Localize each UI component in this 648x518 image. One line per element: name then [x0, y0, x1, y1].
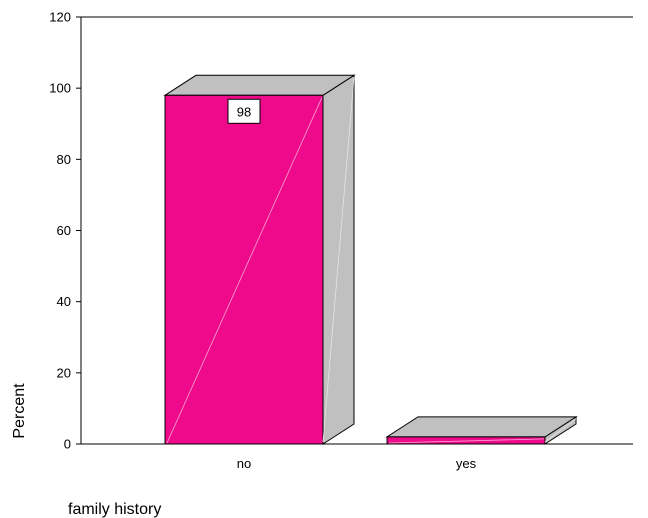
y-tick-label: 0	[64, 437, 71, 452]
y-tick-label: 120	[49, 10, 71, 25]
y-tick-label: 80	[57, 152, 71, 167]
y-tick-label: 60	[57, 223, 71, 238]
labels: no 98 yes	[227, 98, 477, 471]
x-tick-label-yes: yes	[456, 456, 477, 471]
bar-yes	[386, 436, 546, 445]
bars	[163, 74, 578, 445]
bar-top-yes	[385, 416, 578, 438]
x-tick-label-no: no	[237, 456, 251, 471]
bar-side-highlight	[322, 77, 355, 443]
x-axis-title: family history	[68, 501, 161, 518]
bar-highlight	[166, 97, 323, 444]
bar-side-highlight	[544, 418, 577, 443]
y-tick-label: 100	[49, 81, 71, 96]
y-tick-label: 20	[57, 365, 71, 380]
data-label-box	[227, 98, 261, 124]
data-label: 98	[237, 104, 251, 119]
y-axis-title: Percent	[11, 383, 28, 439]
y-tick-label: 40	[57, 294, 71, 309]
bar-highlight	[388, 438, 545, 444]
bar-top-no	[163, 74, 356, 96]
